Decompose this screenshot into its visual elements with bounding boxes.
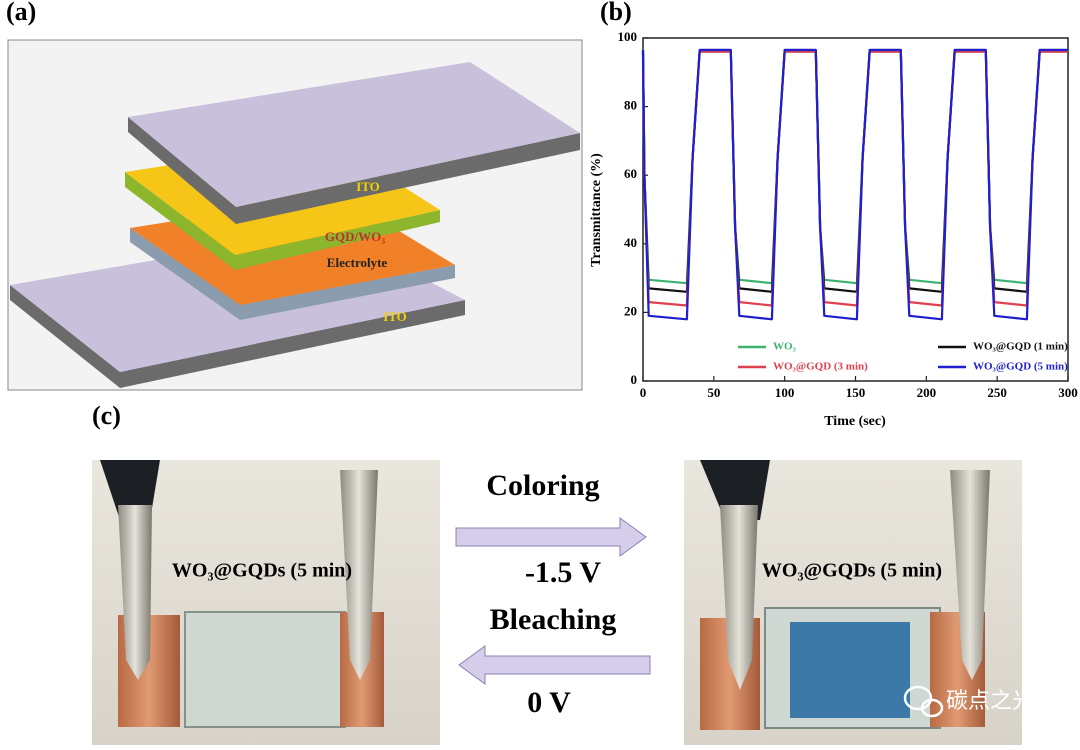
x-axis-label: Time (sec): [824, 414, 886, 429]
x-tick-label: 150: [846, 385, 866, 400]
layer-label: ITO: [383, 309, 407, 324]
x-tick-label: 250: [987, 385, 1007, 400]
y-tick-label: 40: [624, 235, 637, 250]
x-tick-label: 100: [775, 385, 795, 400]
watermark-icon: [903, 685, 933, 711]
series-line: [641, 50, 1068, 307]
process-label: Coloring: [486, 469, 599, 502]
chart: Time (sec) Transmittance (%) 0 50 100 150 20…: [589, 29, 1078, 429]
panel-label: (b): [600, 0, 632, 26]
x-tick-label: 0: [640, 385, 647, 400]
slab-side: [125, 172, 440, 270]
legend-label: WO₃: [773, 341, 797, 353]
clip: [720, 505, 758, 690]
legend-label: WO₃@GQD (5 min): [973, 361, 1068, 373]
series-line: [641, 50, 1068, 285]
x-tick-label: 200: [917, 385, 937, 400]
arrow-left: [458, 645, 651, 685]
y-tick-label: 80: [624, 98, 637, 113]
clip: [340, 470, 378, 680]
slab-side: [130, 228, 455, 320]
y-tick-label: 60: [624, 166, 637, 181]
layer-label: Electrolyte: [327, 255, 388, 270]
y-tick-label: 20: [624, 303, 637, 318]
watermark: 碳点之光: [903, 685, 1034, 718]
x-tick-label: 50: [707, 385, 720, 400]
y-tick-label: 100: [618, 29, 638, 44]
series-line: [641, 48, 1068, 321]
photo-left: [92, 460, 440, 745]
ito-top: [128, 62, 580, 207]
plot-frame: [642, 37, 1069, 382]
series-line: [641, 48, 1068, 293]
clip: [950, 470, 990, 680]
layer-label: GQD/WO₃: [325, 229, 385, 244]
process-label: Bleaching: [490, 603, 617, 636]
y-axis-label: Transmittance (%): [589, 153, 604, 267]
legend-label: WO₃@GQD (1 min): [973, 341, 1068, 353]
x-tick-label: 300: [1058, 385, 1078, 400]
y-tick-label: 0: [631, 372, 638, 387]
watermark-icon: [920, 698, 944, 718]
legend-label: WO₃@GQD (3 min): [773, 361, 868, 373]
sample-label: WO₃@GQDs (5 min): [172, 560, 352, 582]
voltage-label: 0 V: [527, 686, 571, 719]
photo-right: [684, 460, 1022, 745]
arrow-right: [455, 517, 647, 557]
clip: [118, 505, 152, 680]
panel-label: (a): [6, 0, 36, 26]
sample-label: WO₃@GQDs (5 min): [762, 560, 942, 582]
glass: [184, 611, 346, 728]
layer-label: ITO: [356, 179, 380, 194]
colored-film: [790, 622, 910, 718]
watermark-text: 碳点之光: [946, 689, 1034, 714]
schematic: ITO GQD/WO₃ Electrolyte ITO: [7, 39, 583, 391]
voltage-label: -1.5 V: [525, 556, 601, 589]
panel-label: (c): [92, 401, 121, 430]
